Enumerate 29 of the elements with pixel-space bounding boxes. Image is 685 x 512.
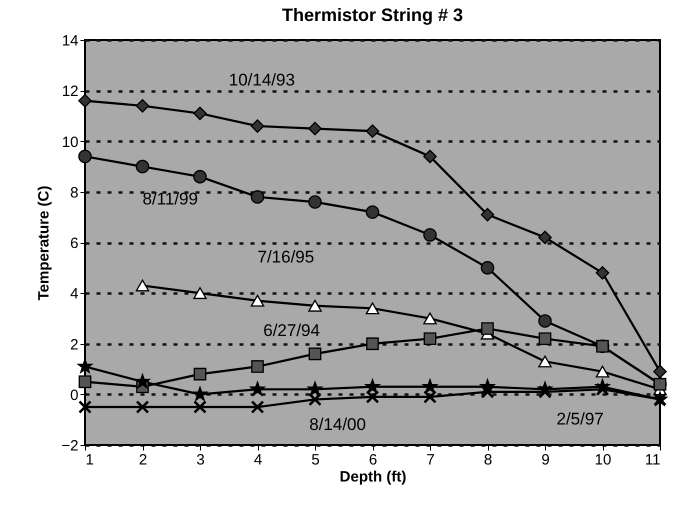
x-tick-label: 1 bbox=[86, 452, 94, 468]
y-tick-label: 4 bbox=[70, 286, 78, 303]
series-label: 6/27/94 bbox=[263, 321, 320, 340]
series-label: 8/11/99 bbox=[142, 189, 198, 208]
y-tick-label: 8 bbox=[70, 184, 78, 202]
x-tick-label: 5 bbox=[311, 452, 320, 468]
y-tick-label: 6 bbox=[70, 235, 78, 252]
x-tick-label: 7 bbox=[426, 452, 435, 468]
series-label: 8/14/00 bbox=[309, 414, 366, 434]
y-tick-label: 14 bbox=[62, 32, 78, 50]
x-tick-label: 2 bbox=[138, 452, 148, 468]
y-tick-label: 12 bbox=[62, 83, 78, 100]
series-label: 2/5/97 bbox=[556, 410, 604, 429]
x-axis-title: Depth (ft) bbox=[340, 468, 406, 486]
x-tick-label: 8 bbox=[484, 452, 492, 468]
x-tick-label: 6 bbox=[368, 452, 378, 468]
x-tick-label: 9 bbox=[541, 452, 550, 468]
x-tick-label: 10 bbox=[594, 452, 612, 468]
x-tick-label: 4 bbox=[254, 452, 262, 468]
y-tick-label: −2 bbox=[61, 438, 78, 454]
chart-title: Thermistor String # 3 bbox=[282, 5, 464, 25]
series-label: 7/16/95 bbox=[258, 248, 314, 267]
y-tick-label: 0 bbox=[70, 386, 78, 404]
x-tick-label: 3 bbox=[196, 452, 205, 468]
x-tick-label: 11 bbox=[644, 452, 660, 468]
y-tick-label: 2 bbox=[70, 336, 78, 354]
y-axis-title: Temperature (C) bbox=[35, 186, 52, 300]
y-tick-label: 10 bbox=[62, 134, 78, 151]
series-label: 10/14/93 bbox=[228, 70, 295, 90]
